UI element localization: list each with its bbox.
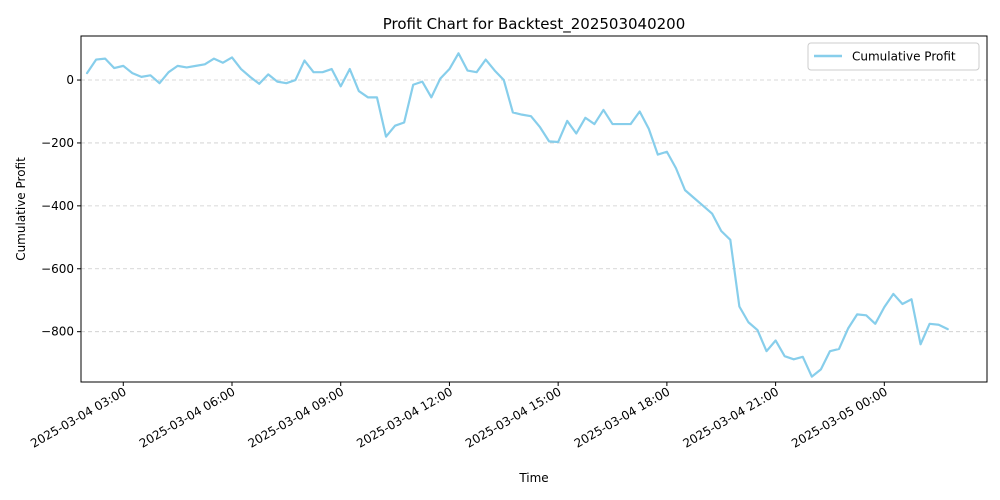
legend-box <box>807 42 980 71</box>
legend: Cumulative Profit <box>807 42 980 71</box>
legend-label: Cumulative Profit <box>852 50 956 64</box>
series-layer <box>85 52 949 378</box>
plot-frame <box>80 35 988 383</box>
y-tick-label: −800 <box>41 325 74 339</box>
chart-title: Profit Chart for Backtest_202503040200 <box>383 15 686 34</box>
y-tick-label: −600 <box>41 262 74 276</box>
y-tick-label: 0 <box>66 73 74 87</box>
grid-lines <box>81 79 987 333</box>
y-axis-label: Cumulative Profit <box>14 157 28 261</box>
y-axis: 0 −200 −400 −600 −800 <box>41 73 81 339</box>
y-tick-label: −200 <box>41 136 74 150</box>
series-line-cumulative-profit <box>85 52 949 378</box>
y-tick-label: −400 <box>41 199 74 213</box>
x-axis-label: Time <box>518 471 548 485</box>
